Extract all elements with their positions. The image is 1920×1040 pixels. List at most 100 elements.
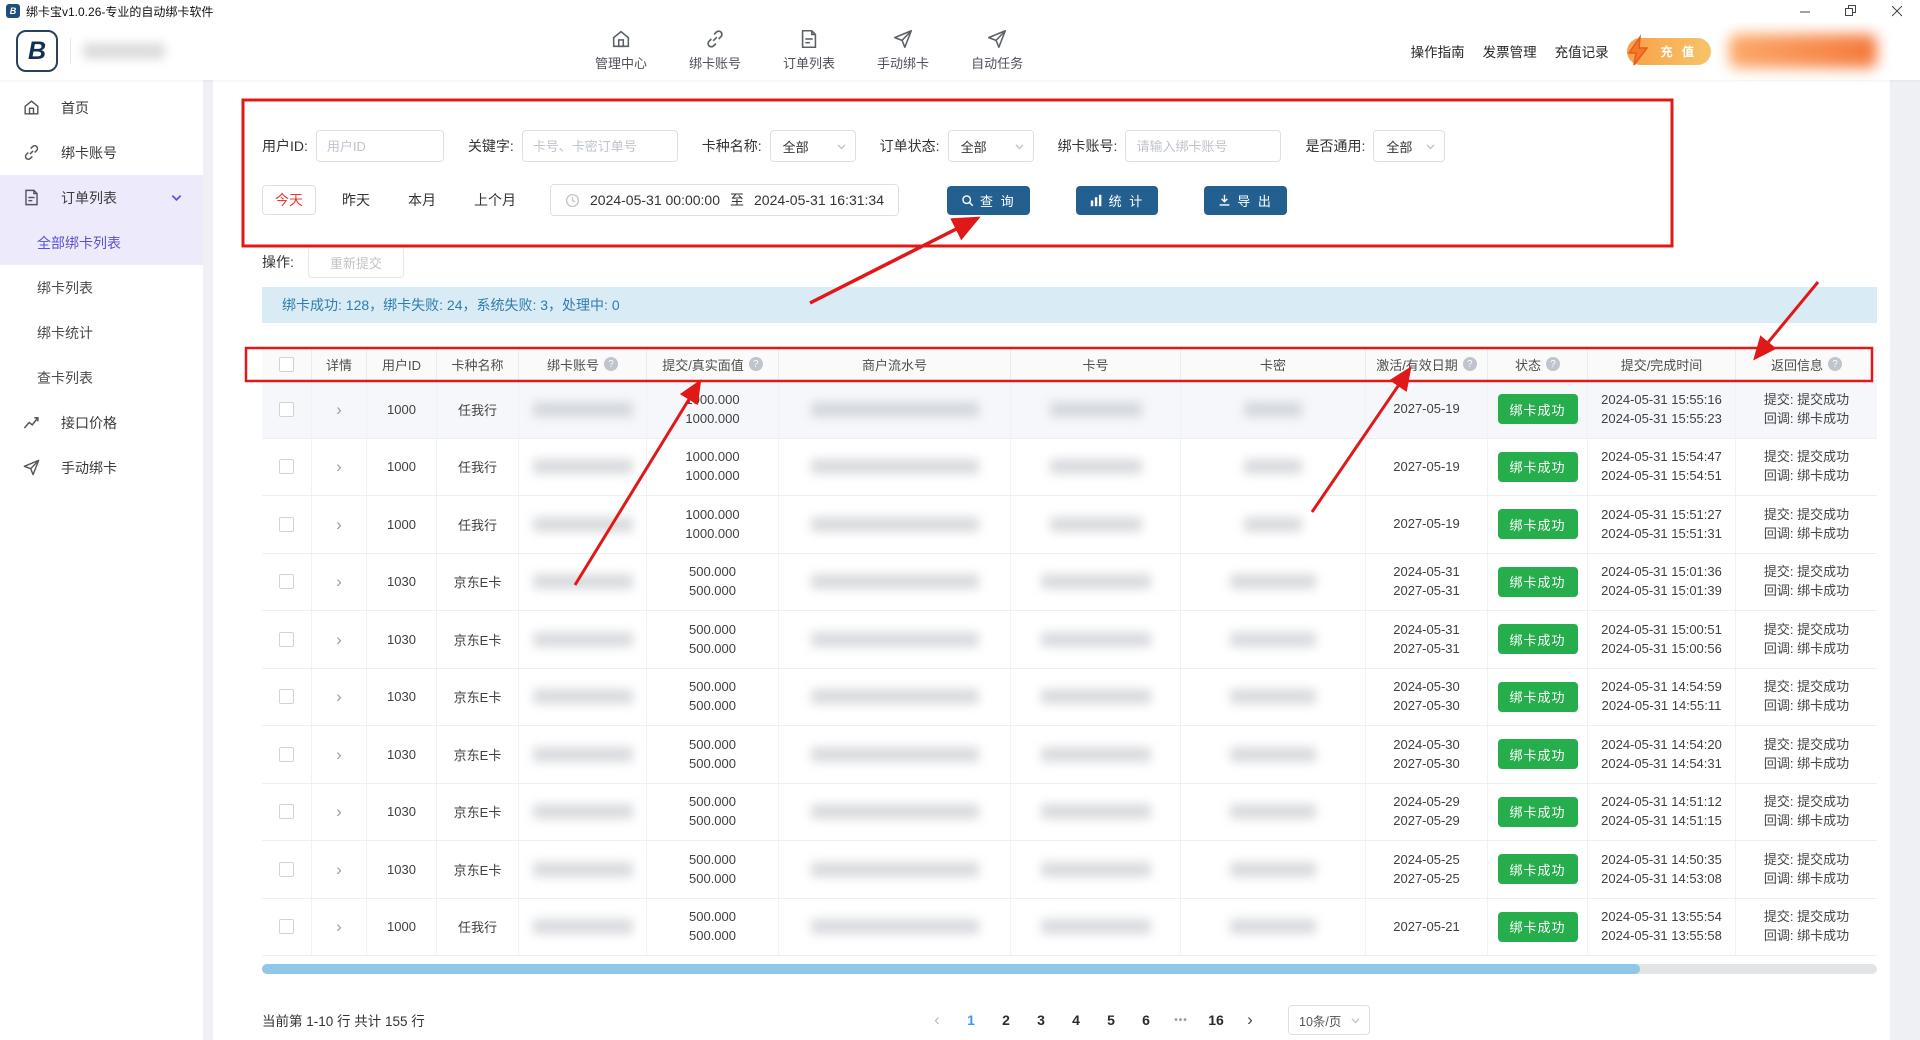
page-number[interactable]: 16 xyxy=(1208,1012,1224,1028)
page-number[interactable]: 6 xyxy=(1142,1012,1150,1028)
expand-row-icon[interactable]: › xyxy=(336,399,342,419)
cell-select xyxy=(262,381,312,438)
expand-row-icon[interactable]: › xyxy=(336,457,342,477)
cell-status: 绑卡成功 xyxy=(1488,898,1588,955)
date-line: 2024-05-31 xyxy=(1393,621,1460,637)
sidebar-item-home[interactable]: 首页 xyxy=(0,85,203,130)
row-checkbox[interactable] xyxy=(279,861,294,877)
nav-item-admin-center[interactable]: 管理中心 xyxy=(595,28,647,72)
face-value-line: 1000.000 xyxy=(685,506,740,522)
row-checkbox[interactable] xyxy=(279,459,294,475)
help-icon[interactable]: ? xyxy=(1828,357,1842,371)
stats-icon xyxy=(1090,194,1103,207)
expand-row-icon[interactable]: › xyxy=(336,514,342,534)
redacted-bind-account xyxy=(532,516,633,532)
row-checkbox[interactable] xyxy=(279,631,294,647)
date-separator: 至 xyxy=(730,192,744,208)
expand-row-icon[interactable]: › xyxy=(336,917,342,937)
row-checkbox[interactable] xyxy=(279,516,294,532)
recharge-button[interactable]: 充 值 xyxy=(1626,33,1711,65)
nav-item-auto-task[interactable]: 自动任务 xyxy=(971,28,1023,72)
sidebar-item-order-list[interactable]: 订单列表 xyxy=(0,175,203,220)
sidebar-item-bind-accounts[interactable]: 绑卡账号 xyxy=(0,130,203,175)
cell-status: 绑卡成功 xyxy=(1488,381,1588,438)
row-checkbox[interactable] xyxy=(279,574,294,590)
quick-range-today[interactable]: 今天 xyxy=(262,185,316,215)
quick-range-last-month[interactable]: 上个月 xyxy=(474,192,516,208)
row-checkbox[interactable] xyxy=(279,401,294,417)
expand-row-icon[interactable]: › xyxy=(336,629,342,649)
page-size-select[interactable]: 10条/页 xyxy=(1288,1005,1370,1035)
help-icon[interactable]: ? xyxy=(604,357,618,371)
redacted-bind-account xyxy=(532,459,633,475)
sidebar-item-api-price[interactable]: 接口价格 xyxy=(0,400,203,445)
help-icon[interactable]: ? xyxy=(1462,357,1477,371)
sidebar-subitem-bind-stats[interactable]: 绑卡统计 xyxy=(37,324,93,341)
nav-item-bind-accounts[interactable]: 绑卡账号 xyxy=(689,28,741,72)
bind-account-input[interactable] xyxy=(1125,130,1282,162)
result-line: 回调: 绑卡成功 xyxy=(1763,928,1850,944)
nav-item-order-list[interactable]: 订单列表 xyxy=(783,28,835,72)
minimize-button[interactable] xyxy=(1782,0,1828,22)
redacted-card-number xyxy=(1049,401,1142,417)
keyword-input[interactable] xyxy=(521,130,678,162)
cell-face-value: 1000.000 1000.000 xyxy=(647,381,779,438)
redacted-card-number xyxy=(1040,689,1151,705)
quick-range-this-month[interactable]: 本月 xyxy=(408,192,436,208)
expand-row-icon[interactable]: › xyxy=(336,859,342,879)
help-icon[interactable]: ? xyxy=(748,357,763,371)
close-button[interactable] xyxy=(1874,0,1920,22)
resubmit-button[interactable]: 重新提交 xyxy=(307,246,404,278)
cell-card-password xyxy=(1181,841,1366,898)
scrollbar-thumb[interactable] xyxy=(262,964,1640,974)
page-number[interactable]: 4 xyxy=(1072,1012,1080,1028)
cell-results: 提交: 提交成功 回调: 绑卡成功 xyxy=(1736,669,1877,726)
expand-row-icon[interactable]: › xyxy=(336,802,342,822)
horizontal-scrollbar[interactable] xyxy=(262,964,1877,974)
result-line: 提交: 提交成功 xyxy=(1763,449,1850,465)
cell-card-password xyxy=(1181,668,1366,725)
user-id-input[interactable] xyxy=(315,130,444,162)
row-checkbox[interactable] xyxy=(279,804,294,820)
restore-button[interactable] xyxy=(1828,0,1874,22)
stats-button[interactable]: 统 计 xyxy=(1075,185,1159,215)
keyword-label: 关键字: xyxy=(467,138,514,154)
table-body: › 1000 任我行 1000.000 1000.000 2027-05-19 绑卡成功 20… xyxy=(262,381,1877,956)
select-all-checkbox[interactable] xyxy=(279,356,294,372)
link-recharge-records[interactable]: 充值记录 xyxy=(1554,45,1609,60)
sidebar-item-manual-bind[interactable]: 手动绑卡 xyxy=(0,445,203,490)
cell-times: 2024-05-31 14:54:59 2024-05-31 14:55:11 xyxy=(1588,668,1736,725)
export-button[interactable]: 导 出 xyxy=(1204,185,1287,215)
expand-row-icon[interactable]: › xyxy=(336,744,342,764)
link-icon xyxy=(704,28,726,50)
date-range-picker[interactable]: 2024-05-31 00:00:00 至 2024-05-31 16:31:3… xyxy=(550,184,899,216)
card-type-select[interactable]: 全部 xyxy=(769,130,856,162)
row-checkbox[interactable] xyxy=(279,746,294,762)
help-icon[interactable]: ? xyxy=(1546,357,1560,371)
date-line: 2027-05-29 xyxy=(1393,813,1460,829)
quick-range-yesterday[interactable]: 昨天 xyxy=(342,192,370,208)
row-checkbox[interactable] xyxy=(279,689,294,705)
expand-row-icon[interactable]: › xyxy=(336,572,342,592)
page-number[interactable]: 5 xyxy=(1107,1012,1115,1028)
common-select[interactable]: 全部 xyxy=(1373,130,1446,162)
redacted-balance-button[interactable] xyxy=(1729,34,1877,68)
table-row: › 1030 京东E卡 500.000 500.000 2024-05-25 2027-05… xyxy=(262,841,1877,899)
next-page-button[interactable]: › xyxy=(1247,1010,1253,1029)
sidebar-subitem-bind-list[interactable]: 绑卡列表 xyxy=(37,279,93,296)
page-number[interactable]: 1 xyxy=(967,1012,975,1028)
order-status-select[interactable]: 全部 xyxy=(947,130,1034,162)
prev-page-button[interactable]: ‹ xyxy=(934,1010,940,1029)
sidebar-subitem-all-bind-list[interactable]: 全部绑卡列表 xyxy=(37,234,121,251)
link-operation-guide[interactable]: 操作指南 xyxy=(1410,45,1465,60)
expand-row-icon[interactable]: › xyxy=(336,687,342,707)
column-header: 提交/真实面值? xyxy=(647,348,779,380)
nav-item-manual-bind[interactable]: 手动绑卡 xyxy=(877,28,929,72)
time-line: 2024-05-31 14:54:20 xyxy=(1601,736,1722,752)
sidebar-subitem-check-card-list[interactable]: 查卡列表 xyxy=(37,369,93,386)
search-button[interactable]: 查 询 xyxy=(947,185,1030,215)
page-number[interactable]: 2 xyxy=(1002,1012,1010,1028)
link-invoice-management[interactable]: 发票管理 xyxy=(1482,45,1537,60)
page-number[interactable]: 3 xyxy=(1037,1012,1045,1028)
row-checkbox[interactable] xyxy=(279,919,294,935)
